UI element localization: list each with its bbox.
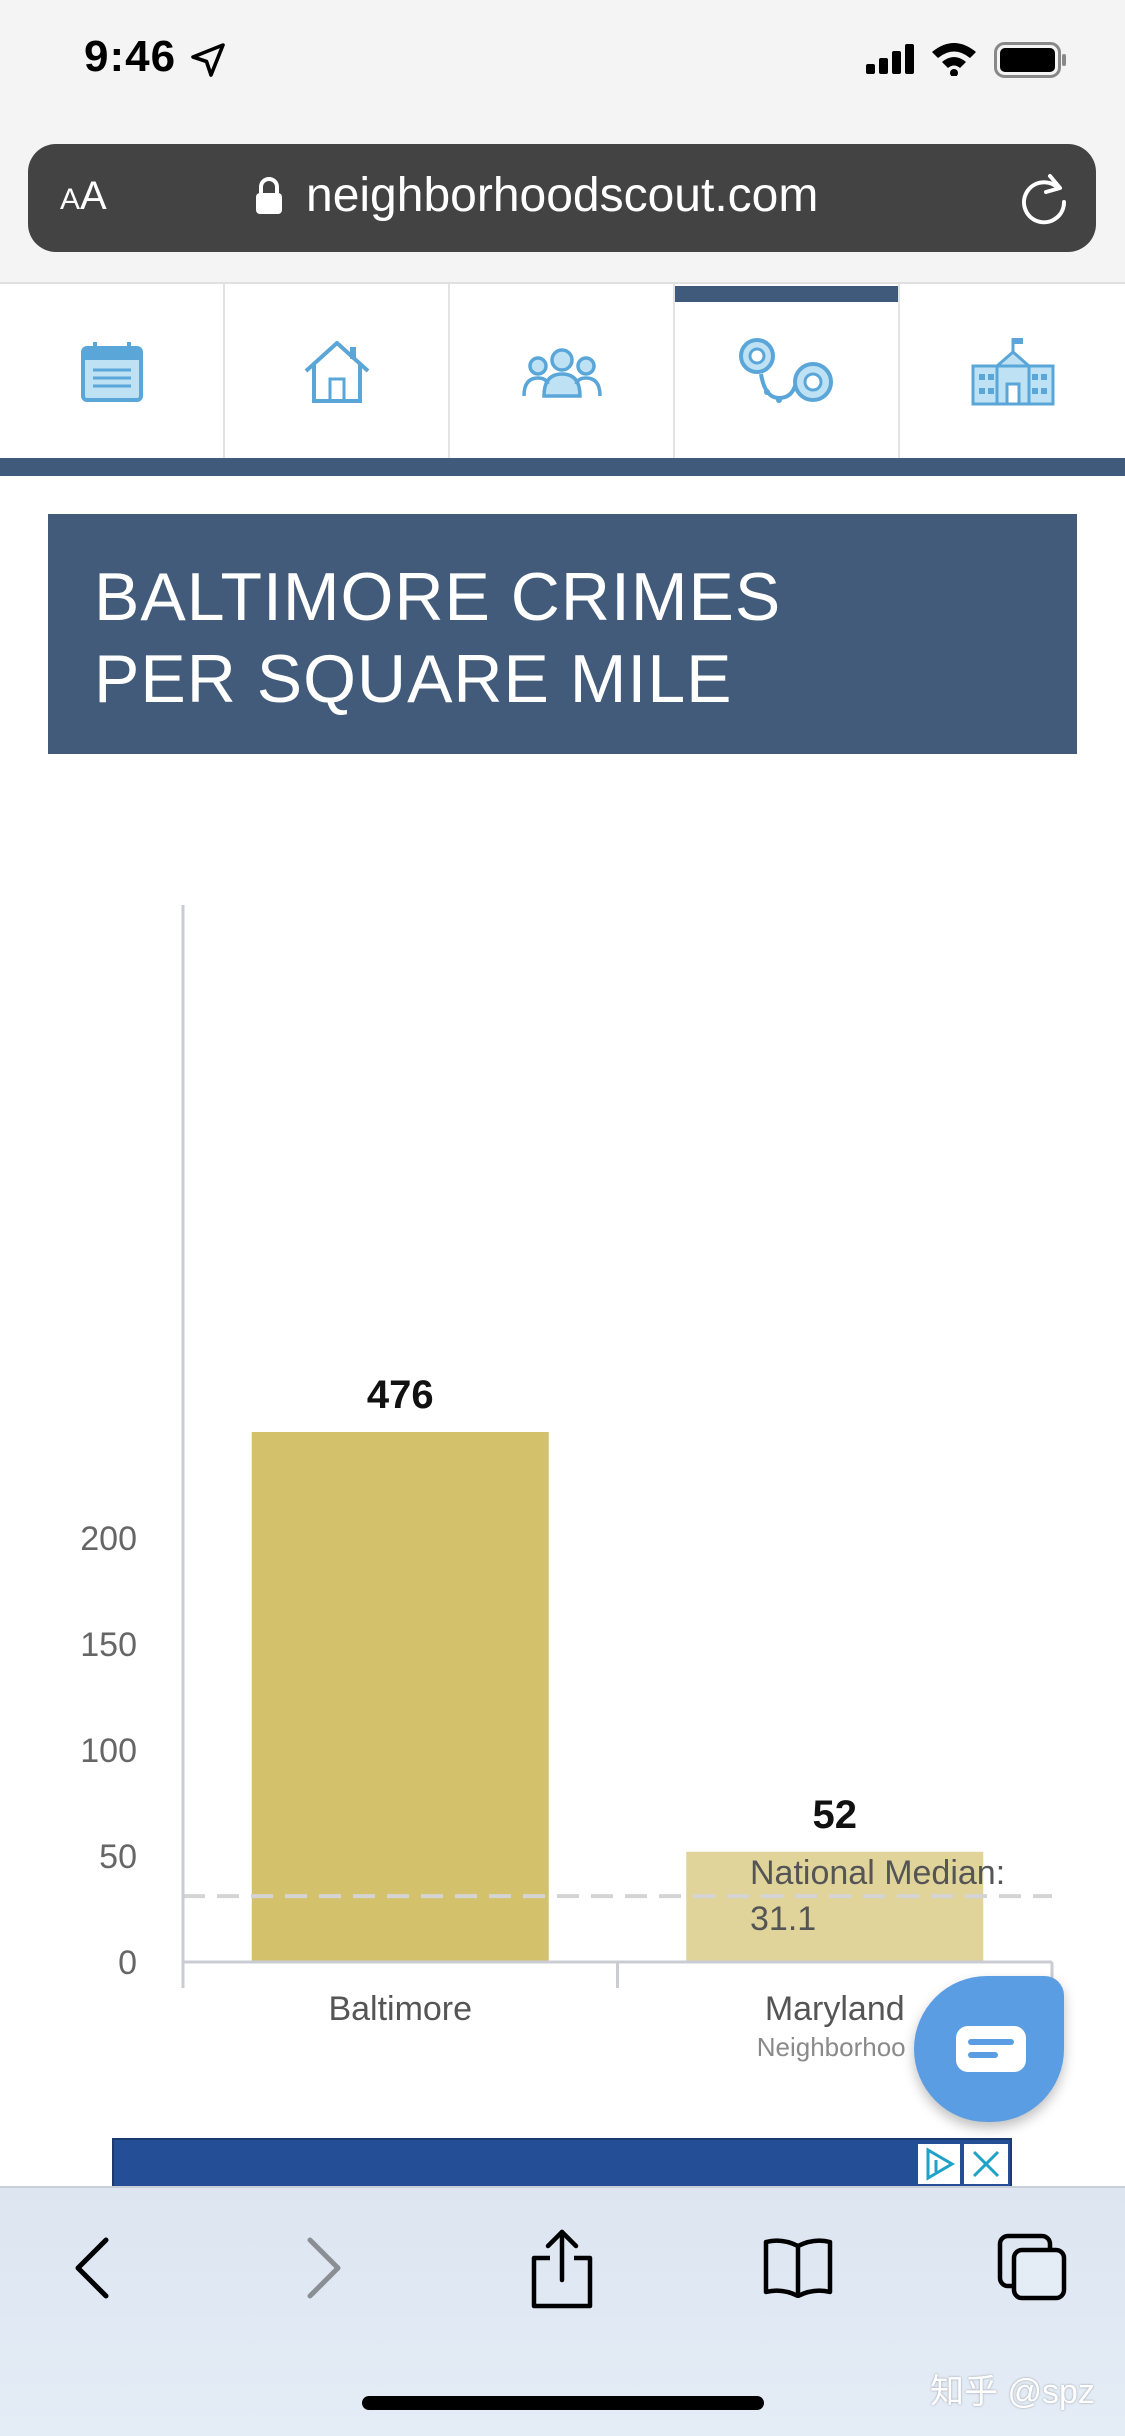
reload-icon[interactable] — [1014, 168, 1074, 228]
house-icon — [304, 341, 369, 403]
tab-real-estate[interactable] — [225, 284, 450, 460]
tab-overview[interactable] — [0, 284, 225, 460]
bookmarks-icon[interactable] — [762, 2236, 834, 2298]
national-median-value: 31.1 — [750, 1900, 816, 1938]
location-arrow-icon — [191, 43, 225, 77]
active-tab-indicator — [675, 286, 898, 302]
y-tick-label: 50 — [99, 1838, 137, 1876]
ad-close-icon[interactable] — [964, 2144, 1008, 2184]
tab-schools[interactable] — [900, 284, 1125, 460]
address-bar[interactable]: AA neighborhoodscout.com — [28, 144, 1096, 252]
page-title: BALTIMORE CRIMES PER SQUARE MILE — [94, 556, 781, 720]
url-text[interactable]: neighborhoodscout.com — [306, 169, 819, 222]
tab-demographics[interactable] — [450, 284, 675, 460]
ad-banner[interactable] — [112, 2138, 1012, 2188]
page-title-line-1: BALTIMORE CRIMES — [94, 559, 782, 635]
school-icon — [971, 338, 1054, 406]
y-tick-label: 200 — [80, 1520, 137, 1558]
lock-icon — [256, 177, 282, 214]
y-tick-label: 150 — [80, 1626, 137, 1664]
bar-maryland — [686, 1851, 984, 1962]
status-time: 9:46 — [84, 32, 177, 81]
cellular-signal-icon — [866, 44, 914, 74]
x-category-sublabel: Neighborhoo — [757, 2032, 906, 2062]
back-icon[interactable] — [68, 2234, 114, 2302]
bar-baltimore — [251, 1432, 549, 1962]
battery-icon — [994, 42, 1066, 78]
chat-button[interactable] — [914, 1976, 1064, 2122]
tab-crime[interactable] — [675, 284, 900, 460]
reader-text-size-button[interactable]: AA — [60, 174, 107, 218]
crime-bar-chart: 0 50 100 150 200 National Median: 31.1 476 Bal… — [80, 905, 1054, 2062]
wifi-icon — [932, 43, 976, 76]
tabs-icon[interactable] — [996, 2232, 1068, 2302]
y-tick-label: 100 — [80, 1732, 137, 1770]
bar-value-label: 476 — [367, 1373, 434, 1417]
browser-address-area: AA neighborhoodscout.com — [0, 132, 1125, 282]
chart-title-banner: BALTIMORE CRIMES PER SQUARE MILE — [48, 514, 1077, 754]
x-category-label: Baltimore — [328, 1990, 472, 2028]
page-title-line-2: PER SQUARE MILE — [94, 641, 733, 717]
tabs-bottom-bar — [0, 458, 1125, 476]
section-tabs — [0, 282, 1125, 460]
overview-icon — [80, 342, 143, 402]
chat-icon — [956, 2026, 1026, 2072]
share-icon[interactable] — [528, 2228, 596, 2310]
forward-icon[interactable] — [302, 2234, 348, 2302]
watermark-text: 知乎 @spz — [930, 2373, 1095, 2411]
y-tick-label: 0 — [118, 1944, 137, 1982]
bar-value-label: 52 — [813, 1793, 858, 1837]
people-icon — [521, 348, 602, 398]
national-median-label: National Median: — [750, 1854, 1005, 1892]
browser-toolbar — [0, 2186, 1125, 2436]
x-category-label: Maryland — [765, 1990, 905, 2028]
ad-choices-icon[interactable] — [918, 2144, 960, 2184]
status-bar: 9:46 — [0, 0, 1125, 132]
handcuffs-icon — [738, 338, 833, 403]
home-indicator — [362, 2396, 764, 2410]
